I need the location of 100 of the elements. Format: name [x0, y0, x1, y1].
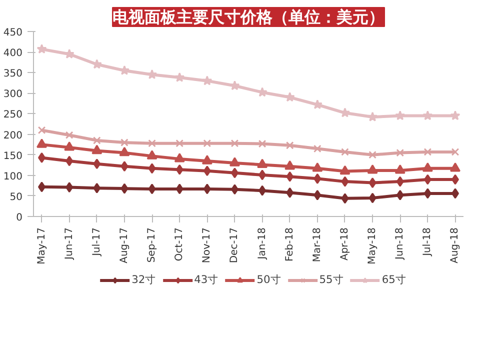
point	[202, 155, 212, 164]
y-tick-label: 100	[3, 171, 23, 182]
point	[341, 193, 349, 204]
point	[341, 176, 349, 187]
x-tick-label: Jun-17	[64, 227, 75, 260]
point	[368, 112, 378, 122]
point	[368, 192, 376, 204]
point	[340, 165, 350, 175]
x-tick-label: Jul-17	[91, 227, 102, 257]
point	[314, 190, 322, 200]
chart-title: 电视面板主要尺寸价格（单位：美元）	[112, 8, 384, 26]
point	[120, 138, 128, 146]
x-tick-label: Feb-18	[284, 227, 296, 262]
point	[36, 44, 47, 54]
point	[120, 183, 128, 194]
legend-label: 50寸	[256, 273, 282, 287]
point	[424, 174, 432, 185]
y-tick-label: 50	[10, 192, 23, 203]
legend-label: 43寸	[194, 273, 219, 287]
x-tick-label: Sep-17	[146, 227, 158, 263]
point	[148, 139, 156, 148]
point	[92, 136, 101, 144]
point	[230, 139, 239, 148]
point	[312, 162, 323, 172]
point	[146, 150, 158, 160]
point	[38, 152, 46, 163]
point	[367, 164, 378, 174]
y-tick-label: 200	[3, 130, 23, 142]
point	[38, 126, 46, 134]
point	[396, 190, 404, 200]
point	[450, 162, 460, 172]
point	[286, 171, 294, 182]
point	[286, 187, 294, 198]
point	[203, 184, 211, 194]
x-tick-label: Aug-18	[450, 228, 461, 264]
point	[203, 139, 212, 148]
legend-label: 32寸	[132, 273, 156, 287]
x-tick-label: May-17	[36, 227, 48, 264]
point	[119, 146, 130, 156]
point	[258, 170, 266, 180]
x-tick-label: Mar-18	[312, 228, 323, 262]
point	[230, 80, 240, 90]
y-tick-label: 450	[3, 28, 23, 38]
point	[92, 144, 102, 154]
point	[284, 160, 296, 170]
point	[66, 182, 74, 193]
point	[258, 140, 266, 148]
x-tick-label: Jun-18	[394, 227, 406, 260]
point	[286, 141, 294, 150]
point	[368, 178, 376, 188]
y-tick-label: 250	[3, 110, 23, 121]
point	[230, 168, 238, 178]
y-tick-label: 300	[3, 89, 23, 100]
point	[176, 164, 184, 175]
y-tick-label: 150	[3, 150, 23, 162]
point	[396, 176, 404, 187]
point	[120, 161, 128, 172]
point	[314, 173, 322, 184]
point	[284, 92, 295, 102]
y-tick-label: 0	[16, 212, 23, 224]
x-tick-label: Oct-17	[174, 228, 186, 262]
x-tick-label: May-18	[367, 227, 378, 264]
point	[148, 184, 156, 194]
point	[313, 144, 322, 153]
x-tick-label: Jul-18	[422, 227, 434, 257]
point	[174, 153, 185, 162]
x-tick-label: Jan-18	[256, 228, 268, 260]
x-tick-label: Apr-18	[339, 227, 350, 260]
x-tick-label: Aug-17	[118, 228, 130, 264]
point	[422, 110, 433, 120]
point	[38, 182, 46, 192]
point	[229, 157, 240, 166]
point	[394, 164, 406, 174]
point	[451, 148, 460, 156]
point	[202, 76, 212, 86]
y-tick-label: 400	[3, 48, 23, 60]
point	[424, 148, 432, 156]
point	[451, 188, 459, 199]
y-tick-label: 350	[3, 68, 23, 80]
point	[258, 185, 266, 196]
point	[395, 110, 406, 120]
point	[66, 156, 74, 166]
x-tick-label: Nov-17	[202, 227, 213, 264]
point	[148, 163, 156, 174]
point	[422, 162, 433, 172]
point	[174, 72, 185, 82]
point	[341, 148, 349, 156]
point	[93, 158, 101, 170]
legend-label: 55寸	[319, 273, 344, 287]
point	[119, 65, 130, 75]
legend-label: 65寸	[382, 273, 406, 287]
point	[424, 188, 432, 199]
point	[64, 141, 75, 151]
point	[451, 174, 459, 185]
x-tick-label: Dec-17	[229, 227, 240, 264]
point	[368, 150, 376, 159]
point	[203, 166, 211, 176]
point	[450, 110, 460, 120]
point	[230, 184, 238, 195]
point	[93, 182, 101, 194]
